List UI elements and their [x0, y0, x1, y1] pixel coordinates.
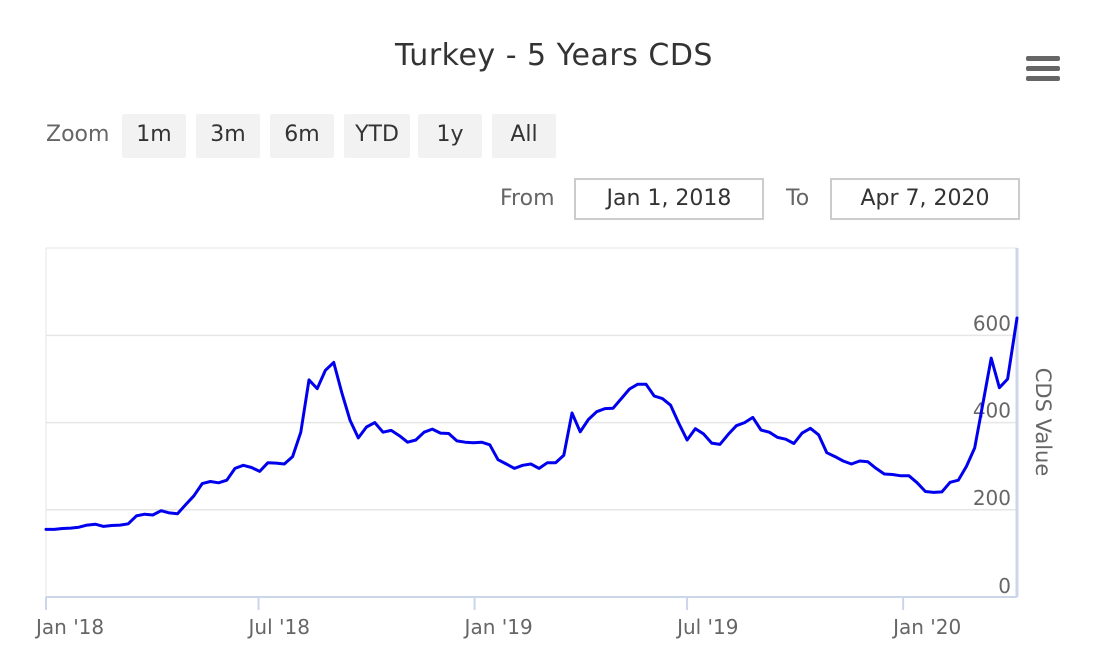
- series-layer: [44, 316, 1019, 531]
- from-date-input[interactable]: Jan 1, 2018: [574, 178, 764, 220]
- hamburger-menu-icon[interactable]: [1026, 54, 1062, 84]
- zoom-ytd-button[interactable]: YTD: [344, 114, 410, 158]
- zoom-all-button[interactable]: All: [492, 114, 556, 158]
- y-tick-label: 200: [973, 486, 1011, 510]
- x-tick-label: Jul '18: [247, 615, 310, 639]
- zoom-1m-button[interactable]: 1m: [122, 114, 186, 158]
- to-date-input[interactable]: Apr 7, 2020: [830, 178, 1020, 220]
- series-line: [44, 316, 1019, 531]
- y-axis-title: CDS Value: [1031, 368, 1055, 477]
- x-tick-label: Jul '19: [675, 615, 738, 639]
- to-label: To: [786, 186, 810, 211]
- grid-lines: [45, 247, 1017, 597]
- zoom-6m-button[interactable]: 6m: [270, 114, 334, 158]
- x-tick-label: Jan '19: [463, 615, 533, 639]
- from-label: From: [500, 186, 555, 211]
- zoom-3m-button[interactable]: 3m: [196, 114, 260, 158]
- x-tick-label: Jan '18: [34, 615, 104, 639]
- y-tick-label: 600: [973, 311, 1011, 335]
- chart-title: Turkey - 5 Years CDS: [395, 38, 713, 73]
- x-axis: Jan '18 Jul '18 Jan '19 Jul '19 Jan '20: [34, 248, 1019, 639]
- x-tick-label: Jan '20: [891, 615, 961, 639]
- zoom-1y-button[interactable]: 1y: [418, 114, 482, 158]
- y-tick-label: 0: [998, 574, 1011, 598]
- zoom-label: Zoom: [46, 122, 110, 147]
